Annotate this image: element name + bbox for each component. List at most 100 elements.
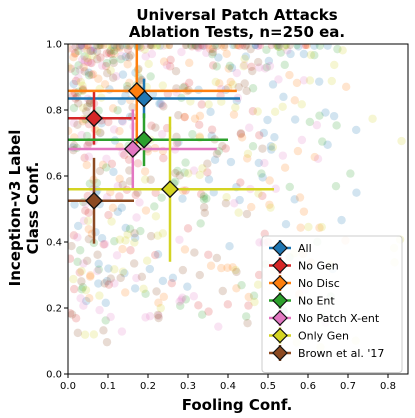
sample-point (239, 62, 248, 71)
sample-point (265, 61, 275, 71)
sample-point (232, 267, 241, 277)
sample-point (281, 220, 291, 229)
sample-point (80, 153, 89, 162)
sample-point (264, 56, 274, 66)
sample-point (84, 152, 94, 161)
sample-point (106, 46, 115, 55)
sample-point (124, 155, 134, 164)
sample-point (299, 49, 309, 59)
sample-point (87, 58, 96, 68)
sample-point (341, 82, 351, 92)
sample-point (194, 301, 203, 310)
sample-point (130, 284, 140, 293)
sample-point (178, 194, 187, 203)
sample-point (199, 192, 209, 201)
sample-point (68, 254, 75, 263)
sample-point (68, 310, 77, 319)
sample-point (126, 246, 135, 255)
sample-point (145, 312, 155, 321)
sample-point (82, 131, 92, 141)
sample-point (76, 44, 86, 50)
sample-point (78, 283, 88, 292)
sample-point (175, 235, 184, 244)
sample-point (260, 64, 270, 73)
sample-point (181, 44, 189, 50)
sample-point (229, 44, 237, 50)
sample-point (254, 189, 263, 198)
sample-point (274, 75, 283, 84)
sample-point (177, 47, 186, 57)
sample-point (258, 173, 267, 182)
sample-point (157, 100, 167, 110)
sample-point (126, 51, 135, 60)
sample-point (154, 44, 162, 50)
sample-point (70, 200, 79, 209)
sample-point (110, 237, 119, 246)
sample-point (98, 160, 108, 170)
sample-point (187, 44, 195, 50)
sample-point (137, 272, 147, 282)
sample-point (146, 72, 155, 81)
sample-point (117, 203, 127, 212)
sample-point (104, 44, 112, 50)
sample-point (236, 178, 245, 187)
sample-point (79, 44, 89, 50)
legend-box (261, 235, 403, 373)
sample-point (109, 125, 119, 134)
sample-point (246, 44, 255, 54)
sample-point (215, 79, 224, 88)
sample-point (165, 62, 175, 71)
sample-point (346, 169, 355, 178)
sample-point (241, 52, 251, 61)
sample-point (79, 216, 89, 225)
sample-point (129, 259, 139, 268)
sample-point (87, 70, 96, 79)
sample-point (141, 313, 150, 322)
sample-point (102, 58, 112, 68)
sample-point (80, 55, 90, 65)
sample-point (118, 70, 128, 79)
sample-point (315, 111, 324, 120)
sample-point (286, 44, 294, 50)
sample-point (102, 163, 111, 172)
sample-point (74, 61, 83, 70)
sample-point (132, 273, 141, 283)
sample-point (118, 267, 128, 276)
sample-point (125, 78, 134, 87)
legend-marker (272, 327, 288, 344)
sample-point (110, 279, 119, 288)
sample-point (121, 52, 130, 61)
sample-point (68, 44, 78, 54)
sample-point (115, 235, 125, 244)
sample-point (108, 104, 118, 113)
x-tick-label: 0.4 (220, 381, 236, 392)
sample-point (102, 337, 112, 347)
sample-point (84, 71, 94, 80)
sample-point (107, 159, 117, 169)
sample-point (71, 76, 81, 86)
sample-point (234, 44, 242, 50)
sample-point (146, 44, 154, 50)
sample-point (74, 73, 83, 83)
sample-point (83, 44, 92, 50)
sample-point (134, 64, 143, 74)
sample-point (70, 49, 80, 58)
sample-point (120, 268, 129, 278)
sample-point (302, 44, 310, 50)
sample-point (109, 167, 118, 177)
sample-point (86, 46, 96, 56)
mean-marker (127, 81, 146, 100)
sample-point (224, 64, 233, 73)
sample-point (122, 44, 130, 50)
sample-point (80, 330, 90, 339)
sample-point (225, 241, 234, 251)
sample-point (211, 44, 219, 50)
sample-point (295, 193, 305, 202)
sample-point (79, 259, 88, 268)
sample-point (71, 314, 81, 323)
sample-point (279, 92, 288, 102)
sample-point (275, 44, 283, 50)
sample-point (235, 195, 244, 205)
sample-point (207, 131, 216, 141)
sample-point (206, 44, 215, 54)
